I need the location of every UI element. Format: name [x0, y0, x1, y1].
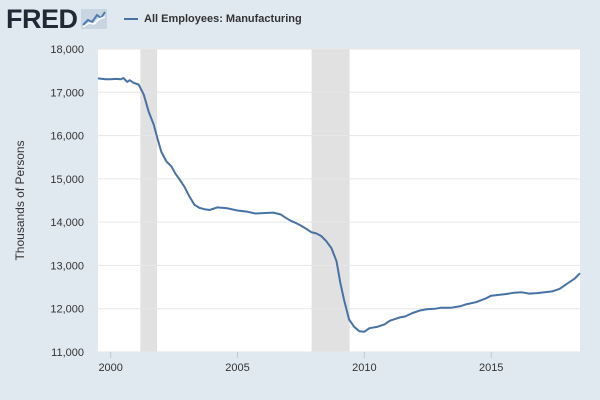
y-tick-label: 13,000 [50, 260, 84, 272]
fred-logo-text: FRED [6, 4, 78, 34]
logo-graph-icon [80, 9, 107, 29]
y-tick-label: 11,000 [51, 347, 84, 359]
y-axis-label: Thousands of Persons [13, 140, 27, 260]
recession-band [311, 49, 350, 352]
x-tick-label: 2000 [98, 362, 122, 374]
header: FRED All Employees: Manufacturing [0, 0, 600, 40]
legend-swatch [124, 18, 138, 20]
y-tick-label: 12,000 [50, 304, 84, 316]
y-axis-ticks: 11,000 12,000 13,000 14,000 15,000 16,000 17,0… [50, 44, 84, 359]
series-line [97, 77, 581, 333]
x-tick-label: 2005 [225, 362, 249, 374]
x-axis-ticks: 2000 2005 2010 2015 [98, 352, 580, 374]
fred-logo[interactable]: FRED [6, 5, 107, 33]
x-tick-label: 2010 [352, 362, 376, 374]
chart-legend: All Employees: Manufacturing [124, 11, 302, 27]
legend-label: All Employees: Manufacturing [144, 13, 302, 25]
y-tick-label: 18,000 [50, 44, 84, 56]
y-tick-label: 15,000 [50, 174, 84, 186]
y-tick-label: 16,000 [50, 131, 84, 143]
y-tick-label: 17,000 [50, 87, 84, 99]
y-tick-label: 14,000 [50, 217, 84, 229]
x-axis-band [98, 352, 580, 364]
x-tick-label: 2015 [479, 362, 503, 374]
